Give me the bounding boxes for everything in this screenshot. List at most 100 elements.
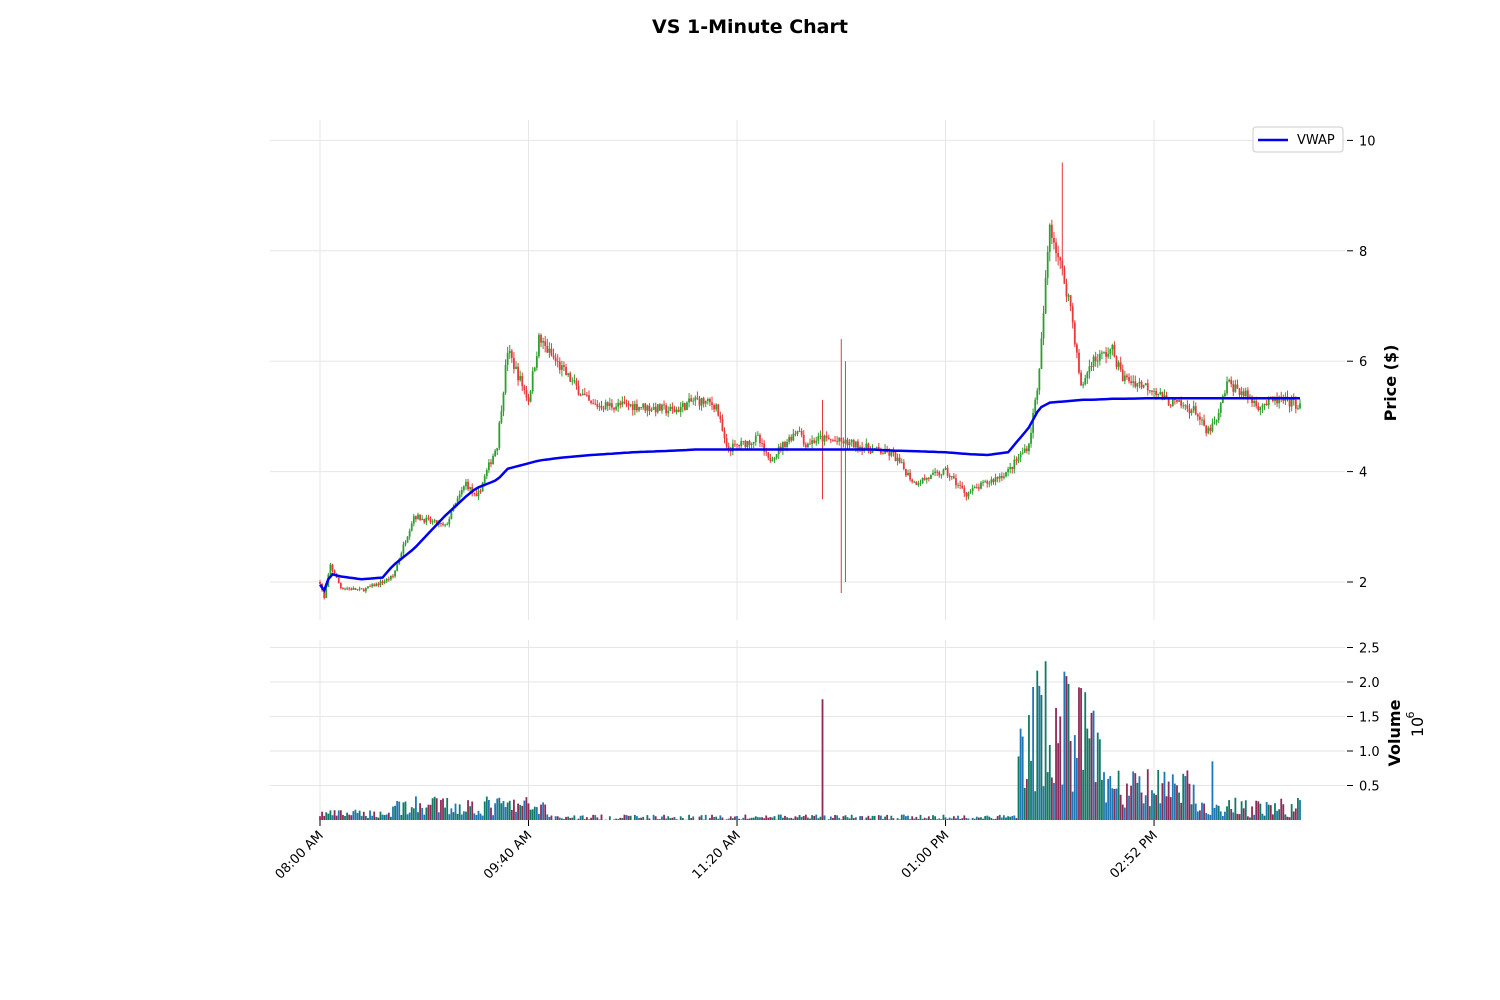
volume-bar (542, 802, 545, 820)
candle-body (354, 588, 357, 590)
candle-body (383, 581, 386, 583)
candle-body (1261, 405, 1264, 407)
candle-body (504, 364, 507, 393)
volume-bar (744, 814, 747, 820)
candle-body (1240, 391, 1243, 395)
candle-body (473, 493, 476, 494)
candle-body (608, 403, 611, 407)
candle-body (377, 583, 380, 586)
candle-body (333, 570, 336, 576)
volume-bar (752, 817, 755, 820)
candle-body (337, 577, 340, 584)
candle-body (1044, 277, 1047, 314)
candle-body (1059, 257, 1062, 261)
candle-body (838, 437, 841, 442)
volume-bar (784, 815, 786, 820)
candle-body (394, 570, 396, 577)
volume-bar (923, 817, 926, 820)
volume-bar (905, 816, 907, 820)
candle-body (1294, 399, 1297, 409)
volume-bar (1065, 676, 1068, 820)
volume-bar (892, 818, 895, 820)
volume-bar (713, 817, 715, 820)
volume-bar (1209, 814, 1212, 820)
volume-bar (325, 812, 328, 820)
candle-body (1257, 406, 1260, 411)
volume-bar (440, 799, 442, 820)
volume-bar (1117, 770, 1120, 820)
candle-body (1194, 406, 1197, 415)
volume-bar (998, 814, 1001, 820)
volume-bar (888, 819, 891, 820)
candle-body (1134, 381, 1137, 387)
candle-body (977, 487, 980, 489)
price-tick-label: 4 (1359, 466, 1367, 481)
candle-body (1040, 338, 1043, 369)
volume-multiplier-base: 10 (1408, 717, 1427, 737)
candle-body (479, 490, 482, 492)
volume-axis-label: Volume (1385, 699, 1404, 766)
volume-bar (596, 817, 599, 820)
x-tick-label: 08:00 AM (273, 828, 327, 882)
volume-bar (1215, 804, 1218, 820)
candle-body (596, 404, 599, 407)
volume-bar (1005, 817, 1007, 820)
volume-bar (740, 819, 743, 820)
volume-bar (1196, 811, 1199, 820)
volume-bar (1063, 671, 1066, 820)
volume-bar (567, 816, 570, 820)
candle-body (1090, 366, 1093, 368)
candle-body (1167, 397, 1170, 406)
volume-bar (971, 817, 974, 820)
volume-bar (544, 804, 547, 820)
candle-body (521, 375, 524, 387)
legend-box (1252, 126, 1344, 153)
candle-body (358, 588, 361, 590)
candle-body (834, 440, 836, 441)
candle-body (721, 419, 724, 431)
volume-bar (725, 819, 728, 820)
candle-body (769, 457, 772, 462)
volume-bar (817, 818, 820, 820)
volume-bar (521, 805, 524, 820)
candle-body (427, 517, 430, 519)
volume-bar (506, 802, 509, 820)
volume-bar (1105, 802, 1107, 820)
candle-body (381, 581, 384, 583)
volume-bar (523, 800, 526, 820)
candle-body (813, 440, 816, 443)
candle-body (636, 403, 638, 411)
candle-body (579, 394, 582, 396)
volume-bar (1086, 728, 1089, 820)
volume-bar (936, 819, 939, 820)
candle-body (982, 482, 984, 483)
candle-body (1119, 362, 1122, 370)
volume-bar (458, 804, 461, 820)
candle-body (980, 482, 982, 489)
volume-bar (1032, 686, 1035, 820)
volume-multiplier: 10 6 (1404, 712, 1427, 738)
volume-bar (583, 818, 586, 820)
volume-bar (871, 815, 874, 820)
candle-body (961, 485, 964, 488)
candle-body (623, 401, 626, 403)
volume-bar (460, 814, 463, 820)
volume-bar (1165, 796, 1168, 820)
volume-bar (1088, 738, 1091, 820)
candle-body (950, 476, 953, 478)
chart-title: VS 1-Minute Chart (652, 16, 848, 38)
candle-body (971, 488, 974, 492)
price-tick-label: 10 (1359, 134, 1376, 149)
volume-bar (790, 817, 793, 820)
volume-bar (1025, 779, 1028, 820)
candle-body (350, 588, 353, 590)
candle-body (1094, 356, 1097, 362)
candle-body (621, 401, 624, 405)
candle-body (619, 402, 622, 405)
candle-body (1101, 352, 1103, 354)
volume-bar (692, 816, 695, 820)
volume-bar (656, 819, 659, 820)
volume-bar (1000, 817, 1003, 820)
candle-body (767, 452, 770, 458)
volume-bar (869, 818, 872, 820)
